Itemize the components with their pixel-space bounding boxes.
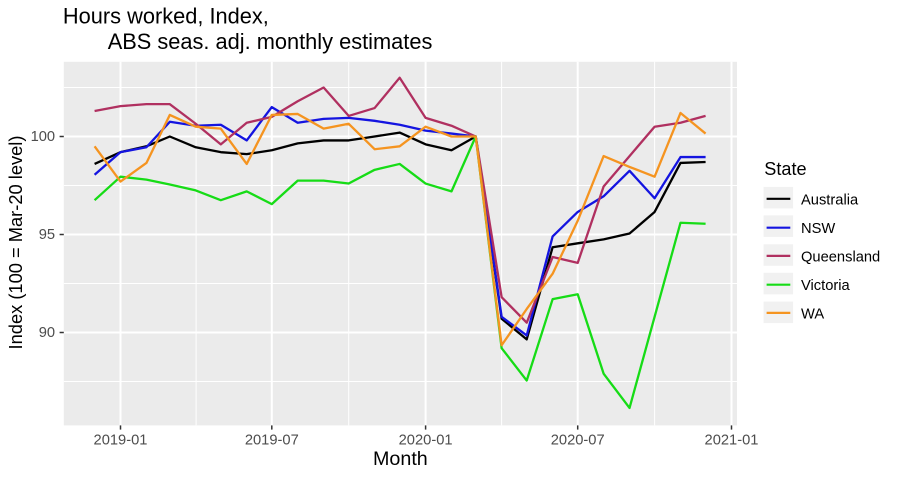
svg-text:Australia: Australia (801, 192, 859, 208)
svg-text:ABS seas. adj. monthly estimat: ABS seas. adj. monthly estimates (108, 29, 433, 54)
svg-text:100: 100 (31, 129, 56, 145)
svg-text:Hours worked, Index,: Hours worked, Index, (63, 3, 269, 28)
svg-text:Month: Month (373, 448, 428, 470)
svg-text:2019-07: 2019-07 (245, 433, 299, 449)
svg-text:NSW: NSW (801, 221, 835, 237)
svg-text:State: State (764, 159, 806, 179)
svg-text:Queensland: Queensland (801, 249, 880, 265)
svg-text:Index (100 = Mar-20 level): Index (100 = Mar-20 level) (5, 136, 26, 350)
svg-text:95: 95 (39, 227, 55, 243)
svg-text:2020-01: 2020-01 (399, 433, 453, 449)
svg-text:2021-01: 2021-01 (705, 433, 759, 449)
svg-text:2020-07: 2020-07 (551, 433, 605, 449)
svg-text:Victoria: Victoria (801, 278, 851, 294)
svg-text:2019-01: 2019-01 (94, 433, 148, 449)
svg-text:90: 90 (39, 325, 55, 341)
svg-text:WA: WA (801, 306, 824, 322)
